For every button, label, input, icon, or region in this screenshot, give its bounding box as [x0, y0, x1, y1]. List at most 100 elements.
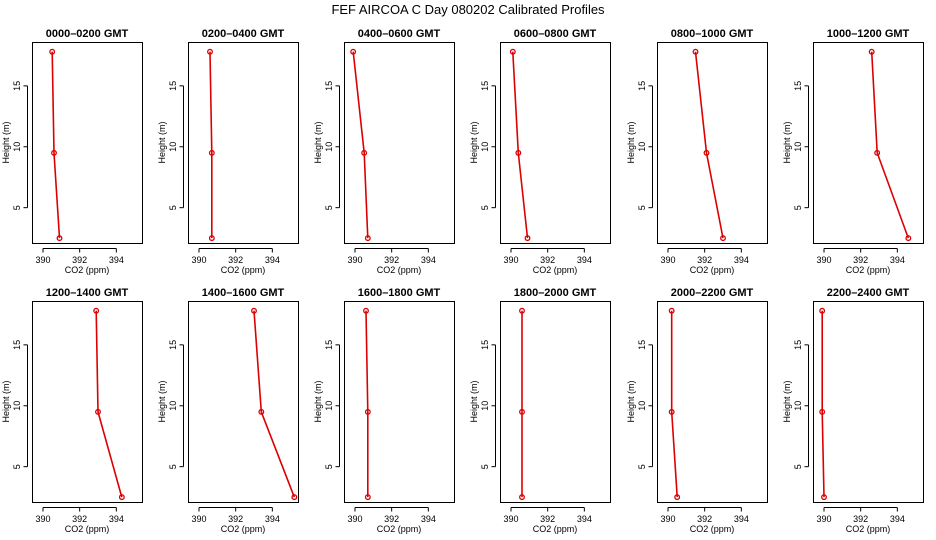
- y-axis-label: Height (m): [157, 380, 167, 422]
- data-point: [874, 149, 881, 156]
- x-tick-label: 390: [503, 514, 518, 524]
- data-point: [674, 494, 681, 501]
- x-axis-label: CO2 (ppm): [533, 265, 578, 275]
- plot-frame: [657, 301, 768, 503]
- x-tick-label: 390: [660, 514, 675, 524]
- plot-frame: [500, 42, 611, 244]
- main-title: FEF AIRCOA C Day 080202 Calibrated Profi…: [331, 2, 605, 17]
- y-axis: 5 10 15 Height (m): [313, 81, 340, 210]
- y-tick-label: 5: [168, 464, 178, 469]
- panel-title: 1200–1400 GMT: [46, 287, 129, 299]
- series-line: [365, 310, 369, 498]
- panel-title: 0400–0600 GMT: [358, 28, 441, 40]
- data-point: [207, 48, 213, 55]
- data-point: [668, 408, 675, 415]
- y-tick-label: 15: [324, 81, 334, 91]
- series: [868, 48, 912, 242]
- plot-frame: [500, 301, 611, 503]
- panel-title: 2200–2400 GMT: [827, 287, 910, 299]
- series-line: [209, 51, 213, 239]
- data-point: [692, 48, 699, 55]
- data-point: [905, 235, 912, 242]
- x-tick-label: 394: [421, 514, 436, 524]
- y-tick-label: 5: [793, 464, 803, 469]
- series-line: [95, 310, 123, 498]
- y-tick-label: 5: [324, 464, 334, 469]
- x-tick-label: 390: [35, 514, 50, 524]
- panel-title: 0600–0800 GMT: [514, 28, 597, 40]
- x-tick-label: 394: [421, 255, 436, 265]
- y-tick-label: 10: [324, 142, 334, 152]
- x-tick-label: 392: [72, 514, 87, 524]
- data-point: [515, 149, 522, 156]
- x-tick-label: 390: [35, 255, 50, 265]
- y-axis: 5 10 15 Height (m): [313, 340, 340, 469]
- plot-frame: [188, 301, 299, 503]
- data-point: [49, 48, 56, 55]
- x-tick-label: 394: [890, 514, 905, 524]
- data-point: [519, 494, 525, 501]
- y-tick-label: 5: [324, 205, 334, 210]
- x-tick-label: 392: [384, 255, 399, 265]
- series: [207, 48, 215, 242]
- y-tick-label: 5: [168, 205, 178, 210]
- series-line: [253, 310, 296, 498]
- y-axis-label: Height (m): [782, 380, 792, 422]
- y-tick-label: 5: [637, 464, 647, 469]
- x-tick-label: 390: [816, 255, 831, 265]
- x-tick-label: 392: [540, 255, 555, 265]
- panel-title: 0800–1000 GMT: [671, 28, 754, 40]
- data-point: [56, 235, 63, 242]
- x-tick-label: 394: [734, 514, 749, 524]
- y-tick-label: 5: [480, 205, 490, 210]
- y-axis-label: Height (m): [469, 380, 479, 422]
- x-axis-label: CO2 (ppm): [533, 524, 578, 534]
- y-axis-label: Height (m): [157, 121, 167, 163]
- x-axis-label: CO2 (ppm): [65, 524, 110, 534]
- x-tick-label: 390: [660, 255, 675, 265]
- series-line: [870, 51, 910, 239]
- series-line: [670, 310, 678, 498]
- y-tick-label: 15: [637, 340, 647, 350]
- x-axis-label: CO2 (ppm): [65, 265, 110, 275]
- data-point: [363, 307, 369, 314]
- y-axis: 5 10 15 Height (m): [626, 340, 653, 469]
- series-line: [51, 51, 61, 239]
- x-tick-label: 394: [734, 255, 749, 265]
- y-axis: 5 10 15 Height (m): [469, 340, 496, 469]
- y-axis-label: Height (m): [1, 380, 11, 422]
- data-point: [364, 494, 371, 501]
- y-tick-label: 5: [12, 464, 22, 469]
- series: [49, 48, 63, 242]
- data-point: [519, 408, 525, 415]
- x-tick-label: 394: [109, 514, 124, 524]
- y-axis-label: Height (m): [313, 121, 323, 163]
- panel-title: 2000–2200 GMT: [671, 287, 754, 299]
- series: [251, 307, 298, 501]
- y-tick-label: 10: [324, 401, 334, 411]
- x-tick-label: 390: [191, 255, 206, 265]
- data-point: [819, 307, 826, 314]
- y-tick-label: 10: [637, 401, 647, 411]
- y-tick-label: 10: [480, 142, 490, 152]
- y-tick-label: 10: [12, 401, 22, 411]
- data-point: [118, 494, 125, 501]
- x-axis-label: CO2 (ppm): [377, 524, 422, 534]
- y-axis-label: Height (m): [626, 121, 636, 163]
- x-axis-label: CO2 (ppm): [690, 265, 735, 275]
